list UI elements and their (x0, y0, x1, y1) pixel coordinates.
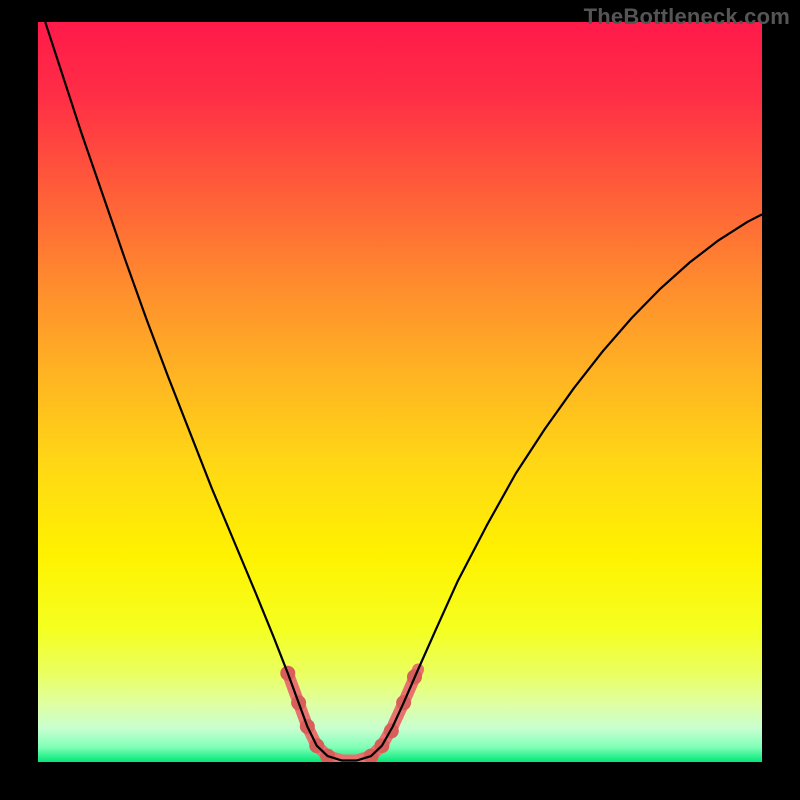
bottleneck-chart (0, 0, 800, 800)
chart-container: TheBottleneck.com (0, 0, 800, 800)
watermark-text: TheBottleneck.com (584, 4, 790, 30)
plot-background-gradient (38, 22, 762, 762)
